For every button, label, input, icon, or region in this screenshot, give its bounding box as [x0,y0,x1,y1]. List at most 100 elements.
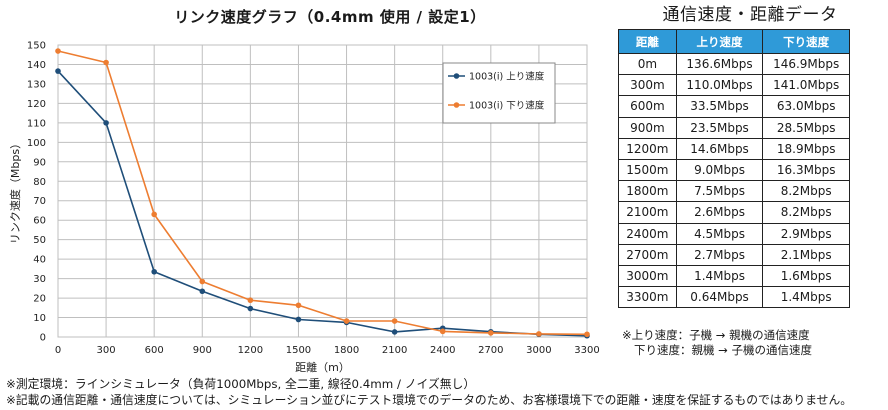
x-tick-label: 2700 [478,345,503,356]
table-row: 1800m 7.5Mbps 8.2Mbps [618,180,850,203]
y-tick-label: 60 [33,216,46,227]
data-point-download [103,59,109,66]
footnote-disclaimer: ※記載の通信距離・通信速度については、シミュレーション並びにテスト環境でのデータ… [6,392,853,407]
y-tick-label: 120 [27,99,46,110]
table-row: 2700m 2.7Mbps 2.1Mbps [618,243,850,266]
table-row: 2100m 2.6Mbps 8.2Mbps [618,201,850,224]
table-notes: ※上り速度：子機 → 親機の通信速度 下り速度：親機 → 子機の通信速度 [622,328,812,358]
legend-box [442,62,556,124]
cell-upload: 2.7Mbps [675,243,764,266]
data-point-download [55,48,61,54]
y-tick-label: 80 [33,177,46,188]
x-tick-label: 0 [55,345,61,356]
y-tick-label: 110 [27,118,46,129]
cell-download: 2.9Mbps [762,222,850,245]
cell-download: 2.1Mbps [762,243,850,266]
cell-download: 16.3Mbps [762,158,850,182]
x-tick-label: 1800 [334,345,359,356]
table-row: 600m 33.5Mbps 63.0Mbps [618,95,850,118]
data-point-download [151,211,157,218]
table-row: 300m 110.0Mbps 141.0Mbps [618,74,850,97]
data-point-download [247,297,254,304]
cell-distance: 600m [618,95,677,118]
cell-upload: 136.6Mbps [675,52,764,76]
table-row: 3000m 1.4Mbps 1.6Mbps [618,264,850,288]
cell-download: 63.0Mbps [762,95,850,118]
series-line-download [57,50,588,336]
x-tick-label: 600 [145,345,164,356]
chart-title: リンク速度グラフ（0.4mm 使用 / 設定1） [174,8,486,26]
y-tick-label: 100 [27,138,46,149]
table-row: 0m 136.6Mbps 146.9Mbps [618,52,850,76]
data-point-download [199,278,206,285]
data-point-download [295,302,302,309]
cell-download: 8.2Mbps [762,201,850,224]
cell-distance: 1800m [618,180,677,203]
data-point-upload [199,288,206,295]
data-point-upload [391,329,398,335]
data-point-download [439,328,446,335]
cell-upload: 0.64Mbps [675,286,764,309]
data-point-upload [247,305,254,312]
cell-distance: 300m [618,74,677,97]
y-tick-label: 10 [33,313,46,324]
cell-download: 146.9Mbps [762,52,850,76]
y-tick-label: 30 [33,274,46,285]
cell-download: 1.6Mbps [762,264,850,288]
x-tick-label: 300 [97,345,116,356]
data-table-panel: 通信速度・距離データ 距離 上り速度 下り速度 0m 136.6Mbps 146.9… [612,0,888,357]
footnote-environment: ※測定環境：ラインシミュレータ（負荷1000Mbps, 全二重, 線径0.4mm… [6,377,476,391]
header-distance: 距離 [618,29,677,54]
legend-label-0: 1003(i) 上り速度 [469,71,545,83]
cell-distance: 2400m [618,222,677,245]
y-tick-label: 150 [27,41,46,52]
table-row: 900m 23.5Mbps 28.5Mbps [618,116,850,139]
cell-distance: 900m [618,116,677,139]
y-tick-label: 130 [27,79,46,90]
data-point-upload [55,68,61,74]
x-tick-label: 900 [193,345,212,356]
cell-download: 141.0Mbps [762,74,850,97]
table-header-row: 距離 上り速度 下り速度 [618,29,850,54]
x-tick-label: 2400 [430,345,455,356]
cell-distance: 0m [618,52,677,76]
data-point-download [488,330,494,336]
cell-upload: 33.5Mbps [675,95,764,118]
x-tick-label: 1200 [238,345,263,356]
legend-label-1: 1003(i) 下り速度 [469,100,545,112]
cell-distance: 1500m [618,158,677,182]
legend-marker-1 [453,102,460,108]
cell-upload: 1.4Mbps [675,264,764,288]
cell-download: 28.5Mbps [762,116,850,139]
cell-distance: 1200m [618,137,677,160]
footnotes: ※測定環境：ラインシミュレータ（負荷1000Mbps, 全二重, 線径0.4mm… [6,377,852,408]
y-tick-label: 0 [40,333,46,344]
data-point-download [343,318,350,324]
cell-distance: 3000m [618,264,677,288]
y-tick-label: 50 [33,235,46,246]
cell-download: 1.4Mbps [762,286,850,309]
table-row: 2400m 4.5Mbps 2.9Mbps [618,222,850,245]
x-tick-label: 2100 [382,345,407,356]
cell-download: 18.9Mbps [762,137,850,160]
cell-distance: 2100m [618,201,677,224]
header-upload: 上り速度 [675,29,764,54]
x-axis-title: 距離（m） [295,360,350,374]
header-download: 下り速度 [762,29,850,54]
speed-distance-table: 距離 上り速度 下り速度 0m 136.6Mbps 146.9Mbps 300m 110… [618,29,850,309]
cell-upload: 7.5Mbps [675,180,764,203]
cell-upload: 110.0Mbps [675,74,764,97]
note-download: 下り速度：親機 → 子機の通信速度 [634,343,812,357]
x-tick-label: 3300 [574,345,599,356]
cell-upload: 9.0Mbps [675,158,764,182]
note-upload: ※上り速度：子機 → 親機の通信速度 [622,328,810,342]
y-tick-label: 90 [33,157,46,168]
data-point-download [391,318,398,324]
y-axis-title: リンク速度（Mbps） [8,138,22,244]
table-row: 3300m 0.64Mbps 1.4Mbps [618,286,850,309]
cell-upload: 23.5Mbps [675,116,764,139]
y-tick-label: 40 [33,255,46,266]
cell-distance: 3300m [618,286,677,309]
legend-marker-0 [453,73,460,79]
